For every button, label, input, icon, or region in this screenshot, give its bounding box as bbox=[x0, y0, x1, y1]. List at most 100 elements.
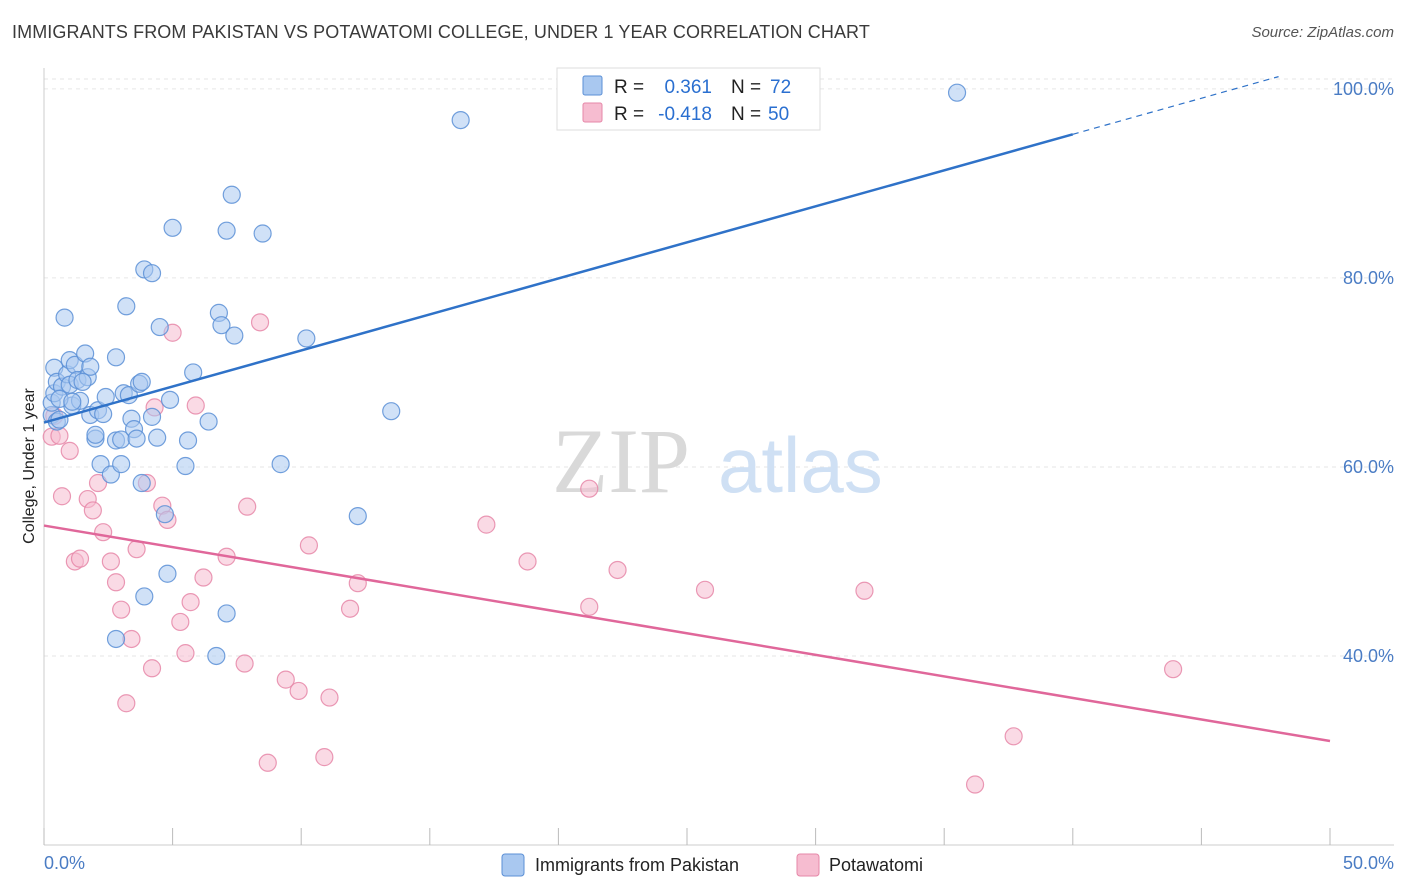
potawatomi-point bbox=[580, 479, 599, 498]
legend-n-value: 72 bbox=[770, 77, 791, 98]
series-legend-swatch-blue bbox=[501, 853, 525, 877]
potawatomi-point bbox=[194, 568, 213, 587]
potawatomi-point bbox=[122, 629, 141, 649]
legend-r-value: 0.361 bbox=[664, 77, 712, 98]
potawatomi-point bbox=[965, 775, 985, 794]
potawatomi-point bbox=[176, 644, 195, 663]
pakistan-point bbox=[212, 316, 231, 335]
watermark: ZIP atlas bbox=[552, 410, 883, 512]
potawatomi-point bbox=[289, 681, 308, 701]
pakistan-points bbox=[42, 83, 967, 666]
pakistan-point bbox=[73, 372, 92, 391]
potawatomi-point bbox=[518, 552, 537, 571]
y-tick-label: 100.0% bbox=[1333, 79, 1394, 99]
x-tick-label-max: 50.0% bbox=[1343, 853, 1394, 873]
legend-r-label: R = bbox=[614, 104, 644, 125]
pakistan-point bbox=[106, 348, 126, 367]
potawatomi-point bbox=[112, 600, 131, 619]
legend-r-label: R = bbox=[614, 77, 644, 98]
y-axis-title: College, Under 1 year bbox=[21, 388, 38, 544]
potawatomi-point bbox=[250, 313, 270, 332]
potawatomi-point bbox=[580, 597, 599, 616]
potawatomi-point bbox=[181, 593, 200, 612]
pakistan-point bbox=[217, 604, 236, 623]
pakistan-point bbox=[135, 587, 154, 606]
pakistan-point bbox=[253, 224, 272, 243]
series-legend-swatch-pink bbox=[796, 853, 820, 877]
legend-n-value: 50 bbox=[768, 104, 789, 125]
y-tick-label: 40.0% bbox=[1343, 646, 1394, 666]
pakistan-point bbox=[86, 425, 105, 444]
potawatomi-point bbox=[186, 396, 205, 415]
pakistan-point bbox=[947, 83, 967, 102]
potawatomi-point bbox=[315, 748, 334, 767]
chart-title: IMMIGRANTS FROM PAKISTAN VS POTAWATOMI C… bbox=[12, 22, 870, 42]
pakistan-point bbox=[150, 317, 169, 337]
pakistan-point bbox=[142, 407, 162, 426]
pakistan-point bbox=[81, 357, 100, 376]
series-legend-label-potawatomi: Potawatomi bbox=[829, 855, 923, 875]
potawatomi-point bbox=[142, 659, 162, 678]
watermark-zip: ZIP bbox=[552, 410, 690, 512]
potawatomi-point bbox=[52, 487, 72, 506]
pakistan-point bbox=[148, 428, 167, 447]
potawatomi-point bbox=[117, 694, 136, 713]
pakistan-point bbox=[106, 629, 126, 649]
potawatomi-point bbox=[258, 753, 277, 772]
pakistan-point bbox=[127, 429, 146, 448]
potawatomi-point bbox=[340, 599, 360, 618]
series-legend-label-pakistan: Immigrants from Pakistan bbox=[535, 855, 739, 875]
pakistan-point bbox=[217, 221, 236, 240]
pakistan-point bbox=[178, 431, 198, 450]
pakistan-point bbox=[199, 412, 218, 431]
stats-legend: R = 0.361 N = 72 R = -0.418 N = 50 bbox=[556, 67, 821, 131]
pakistan-trend-extension bbox=[1072, 76, 1279, 135]
grid-lines bbox=[44, 78, 1394, 657]
potawatomi-point bbox=[477, 515, 496, 534]
pakistan-point bbox=[382, 402, 401, 421]
pakistan-point bbox=[451, 110, 470, 130]
pakistan-point bbox=[132, 372, 151, 391]
y-tick-label: 80.0% bbox=[1343, 268, 1394, 288]
axes bbox=[43, 68, 1394, 846]
legend-r-value: -0.418 bbox=[658, 104, 712, 125]
y-tick-labels: 40.0% 60.0% 80.0% 100.0% bbox=[1333, 79, 1394, 666]
potawatomi-point bbox=[70, 549, 90, 568]
x-tick-label-min: 0.0% bbox=[44, 853, 85, 873]
pakistan-point bbox=[155, 505, 174, 524]
y-tick-label: 60.0% bbox=[1343, 457, 1394, 477]
pakistan-point bbox=[297, 329, 316, 348]
legend-swatch-pink bbox=[582, 102, 603, 123]
pakistan-point bbox=[222, 185, 241, 204]
pakistan-point bbox=[63, 392, 82, 411]
pakistan-point bbox=[176, 456, 195, 476]
chart-source: Source: ZipAtlas.com bbox=[1251, 24, 1394, 41]
pakistan-point bbox=[271, 455, 290, 474]
pakistan-point bbox=[112, 455, 131, 474]
potawatomi-point bbox=[94, 523, 113, 542]
potawatomi-point bbox=[171, 612, 190, 632]
potawatomi-point bbox=[106, 573, 126, 592]
potawatomi-point bbox=[238, 497, 257, 516]
pakistan-point bbox=[225, 326, 244, 345]
potawatomi-point bbox=[88, 473, 108, 493]
pakistan-point bbox=[132, 473, 151, 493]
legend-n-label: N = bbox=[731, 104, 761, 125]
watermark-atlas: atlas bbox=[718, 421, 883, 509]
potawatomi-point bbox=[695, 580, 715, 599]
series-legend: Immigrants from Pakistan Potawatomi bbox=[501, 853, 923, 877]
pakistan-point bbox=[160, 390, 180, 409]
pakistan-point bbox=[158, 564, 177, 583]
potawatomi-point bbox=[60, 441, 79, 460]
pakistan-point bbox=[207, 646, 226, 666]
pakistan-point bbox=[117, 297, 136, 316]
potawatomi-point bbox=[1004, 727, 1023, 746]
potawatomi-point bbox=[320, 688, 339, 707]
potawatomi-point bbox=[83, 501, 102, 520]
pakistan-point bbox=[348, 506, 367, 526]
potawatomi-point bbox=[299, 536, 319, 555]
pakistan-trend-line bbox=[43, 133, 1074, 424]
pakistan-point bbox=[163, 218, 182, 237]
pakistan-point bbox=[142, 264, 162, 283]
